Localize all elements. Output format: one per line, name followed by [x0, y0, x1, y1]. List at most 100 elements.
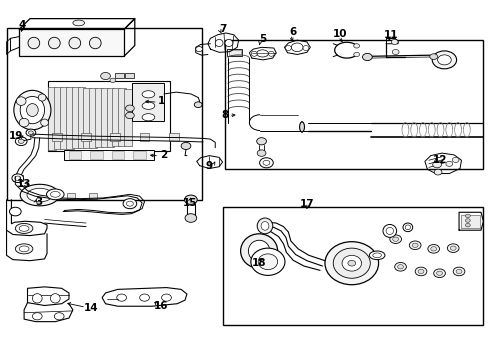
Ellipse shape	[9, 207, 21, 216]
Ellipse shape	[181, 142, 190, 149]
Bar	[19, 30, 124, 56]
Ellipse shape	[430, 247, 436, 251]
Ellipse shape	[250, 248, 285, 275]
Ellipse shape	[16, 97, 26, 105]
Ellipse shape	[390, 40, 397, 44]
Ellipse shape	[20, 96, 44, 124]
Text: 8: 8	[221, 111, 228, 121]
Text: 5: 5	[259, 34, 266, 44]
Ellipse shape	[465, 219, 469, 222]
Ellipse shape	[28, 131, 33, 134]
Bar	[83, 87, 91, 148]
Ellipse shape	[12, 174, 23, 183]
Text: 12: 12	[432, 155, 447, 165]
Ellipse shape	[240, 234, 277, 268]
Ellipse shape	[447, 244, 458, 252]
Ellipse shape	[391, 49, 398, 54]
Ellipse shape	[26, 129, 36, 136]
Ellipse shape	[414, 267, 426, 276]
Ellipse shape	[389, 235, 401, 243]
Bar	[125, 73, 134, 78]
Ellipse shape	[402, 223, 412, 231]
Ellipse shape	[411, 243, 417, 247]
Ellipse shape	[368, 251, 384, 260]
Bar	[101, 88, 108, 147]
Bar	[48, 81, 169, 151]
Text: 6: 6	[289, 27, 296, 37]
Ellipse shape	[347, 260, 355, 266]
Bar	[132, 83, 163, 121]
Bar	[112, 151, 124, 159]
Ellipse shape	[433, 169, 441, 175]
Ellipse shape	[15, 244, 33, 254]
Ellipse shape	[14, 90, 51, 130]
Ellipse shape	[15, 224, 33, 233]
Ellipse shape	[110, 78, 116, 82]
Ellipse shape	[125, 112, 134, 119]
Ellipse shape	[436, 271, 442, 275]
Ellipse shape	[48, 37, 60, 49]
Text: 7: 7	[219, 24, 226, 35]
Ellipse shape	[161, 294, 171, 301]
Bar	[6, 28, 201, 200]
Bar	[54, 87, 62, 149]
Text: 19: 19	[9, 131, 23, 141]
Bar	[64, 149, 154, 160]
Ellipse shape	[123, 199, 137, 209]
Bar	[112, 88, 120, 147]
Ellipse shape	[19, 246, 29, 252]
Ellipse shape	[325, 242, 378, 285]
Ellipse shape	[256, 50, 268, 57]
Ellipse shape	[46, 189, 64, 200]
Ellipse shape	[408, 241, 420, 249]
Bar	[110, 133, 120, 140]
Ellipse shape	[256, 138, 266, 145]
Bar	[89, 88, 97, 148]
Bar	[222, 207, 483, 325]
Ellipse shape	[394, 262, 406, 271]
Ellipse shape	[41, 119, 48, 126]
Bar	[52, 133, 61, 140]
Text: 13: 13	[17, 179, 31, 189]
Text: 14: 14	[83, 303, 98, 314]
Ellipse shape	[257, 218, 272, 234]
Bar	[228, 50, 240, 55]
Ellipse shape	[142, 102, 155, 109]
Bar	[48, 87, 56, 149]
Ellipse shape	[303, 45, 308, 50]
Ellipse shape	[248, 240, 269, 262]
Ellipse shape	[385, 228, 393, 234]
Text: 4: 4	[19, 20, 26, 30]
Text: 3: 3	[35, 197, 42, 207]
Ellipse shape	[353, 52, 359, 57]
Ellipse shape	[465, 224, 469, 227]
Ellipse shape	[445, 161, 452, 166]
Ellipse shape	[465, 214, 469, 218]
Text: 17: 17	[299, 199, 314, 210]
Ellipse shape	[259, 158, 273, 168]
Bar	[90, 151, 102, 159]
Bar	[224, 40, 483, 169]
Ellipse shape	[432, 161, 441, 168]
Ellipse shape	[73, 20, 84, 26]
Bar	[69, 151, 81, 159]
Text: 1: 1	[158, 96, 165, 106]
Ellipse shape	[20, 184, 59, 206]
Bar	[115, 73, 124, 78]
Ellipse shape	[437, 55, 450, 65]
Text: 11: 11	[383, 30, 397, 40]
Ellipse shape	[28, 37, 40, 49]
Ellipse shape	[126, 201, 133, 206]
Text: 18: 18	[251, 258, 266, 268]
Ellipse shape	[32, 313, 42, 320]
Bar	[66, 87, 74, 149]
Ellipse shape	[117, 294, 126, 301]
Ellipse shape	[362, 53, 371, 60]
Ellipse shape	[299, 122, 304, 132]
Text: 10: 10	[332, 29, 346, 39]
Ellipse shape	[27, 188, 52, 202]
Ellipse shape	[405, 225, 410, 230]
Ellipse shape	[431, 51, 456, 69]
Ellipse shape	[184, 214, 196, 222]
Ellipse shape	[261, 222, 268, 230]
